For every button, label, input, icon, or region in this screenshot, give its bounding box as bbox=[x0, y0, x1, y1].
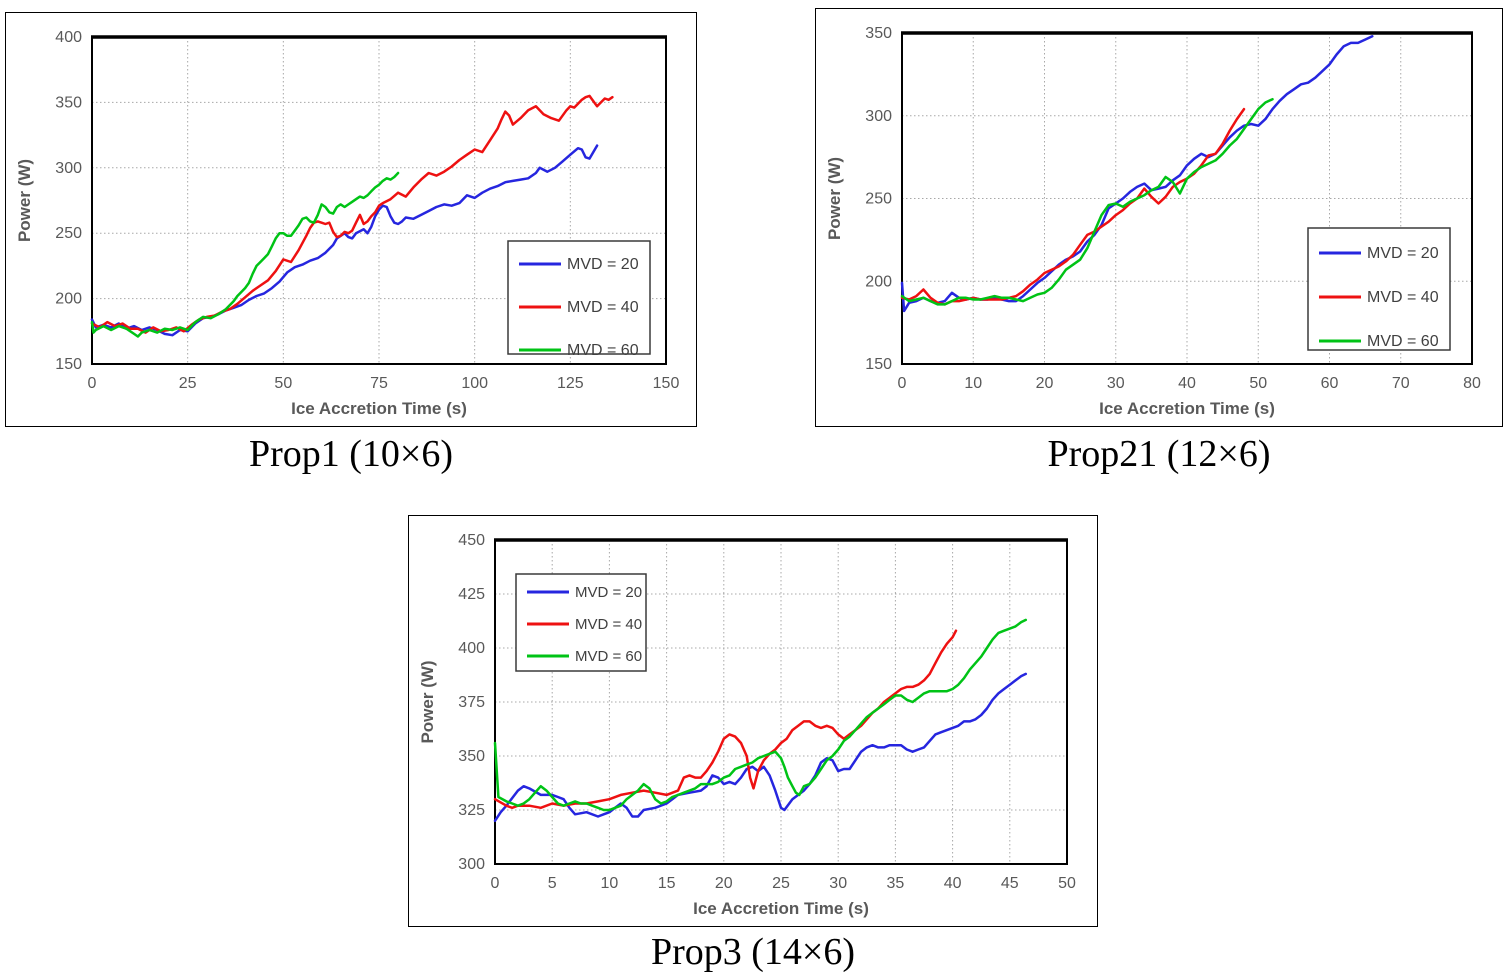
y-tick-label: 400 bbox=[55, 29, 82, 46]
legend-label: MVD = 20 bbox=[575, 584, 642, 601]
x-tick-label: 20 bbox=[1036, 375, 1054, 392]
y-tick-label: 425 bbox=[458, 586, 485, 603]
y-axis-title: Power (W) bbox=[825, 157, 844, 240]
x-tick-label: 10 bbox=[601, 875, 619, 892]
chart-svg-prop21: 150 200 250 300 350 0 10 20 30 40 50 60 70 80 Ice Accr… bbox=[825, 25, 1481, 418]
x-tick-label: 50 bbox=[1058, 875, 1076, 892]
x-tick-label: 60 bbox=[1321, 375, 1339, 392]
x-tick-label: 45 bbox=[1001, 875, 1019, 892]
chart-prop21: 150 200 250 300 350 0 10 20 30 40 50 60 70 80 Ice Accr… bbox=[815, 8, 1503, 427]
x-tick-label: 75 bbox=[370, 375, 388, 392]
legend-label: MVD = 40 bbox=[575, 616, 642, 633]
y-axis-title: Power (W) bbox=[15, 159, 34, 242]
y-tick-label: 300 bbox=[865, 108, 892, 125]
tick-labels: 150 200 250 300 350 0 10 20 30 40 50 60 70 80 bbox=[865, 25, 1481, 392]
legend-label: MVD = 60 bbox=[1367, 333, 1439, 350]
legend: MVD = 20 MVD = 40 MVD = 60 bbox=[1307, 227, 1451, 351]
x-tick-label: 40 bbox=[1178, 375, 1196, 392]
tick-labels: 150 200 250 300 350 400 0 25 50 75 100 125 150 bbox=[55, 29, 679, 392]
legend-label: MVD = 60 bbox=[575, 648, 642, 665]
x-tick-label: 80 bbox=[1463, 375, 1481, 392]
y-tick-label: 350 bbox=[458, 748, 485, 765]
tick-labels: 300 325 350 375 400 425 450 0 5 10 15 20 25 30 35 40 45 5… bbox=[458, 532, 1076, 892]
x-axis-title: Ice Accretion Time (s) bbox=[693, 899, 869, 918]
x-axis-title: Ice Accretion Time (s) bbox=[291, 399, 467, 418]
caption-prop21: Prop21 (12×6) bbox=[1047, 433, 1271, 475]
chart-svg-prop3: 300 325 350 375 400 425 450 0 5 10 15 20 25 30 35 40 45 5… bbox=[418, 532, 1076, 918]
x-axis-title: Ice Accretion Time (s) bbox=[1099, 399, 1275, 418]
x-tick-label: 70 bbox=[1392, 375, 1410, 392]
chart-prop1: 150 200 250 300 350 400 0 25 50 75 100 125 150 Ice Ac… bbox=[5, 12, 697, 427]
legend-label: MVD = 40 bbox=[567, 299, 639, 316]
y-tick-label: 400 bbox=[458, 640, 485, 657]
x-tick-label: 25 bbox=[772, 875, 790, 892]
y-tick-label: 375 bbox=[458, 694, 485, 711]
x-tick-label: 150 bbox=[653, 375, 680, 392]
series-line-60 bbox=[493, 618, 1028, 812]
legend: MVD = 20 MVD = 40 MVD = 60 bbox=[515, 573, 647, 672]
y-axis-title: Power (W) bbox=[418, 660, 437, 743]
y-tick-label: 450 bbox=[458, 532, 485, 549]
legend-box bbox=[507, 240, 651, 355]
y-tick-label: 200 bbox=[55, 291, 82, 308]
x-tick-label: 0 bbox=[88, 375, 97, 392]
x-tick-label: 15 bbox=[658, 875, 676, 892]
x-tick-label: 0 bbox=[491, 875, 500, 892]
series-line-60 bbox=[900, 97, 1274, 306]
x-tick-label: 100 bbox=[461, 375, 488, 392]
y-tick-label: 150 bbox=[55, 356, 82, 373]
legend-box bbox=[1307, 227, 1451, 351]
y-tick-label: 200 bbox=[865, 273, 892, 290]
series-line-20 bbox=[900, 35, 1374, 313]
y-tick-label: 250 bbox=[865, 191, 892, 208]
caption-prop3: Prop3 (14×6) bbox=[650, 931, 856, 973]
legend-label: MVD = 40 bbox=[1367, 289, 1439, 306]
x-tick-label: 30 bbox=[1107, 375, 1125, 392]
x-tick-label: 20 bbox=[715, 875, 733, 892]
x-tick-label: 0 bbox=[898, 375, 907, 392]
legend: MVD = 20 MVD = 40 MVD = 60 bbox=[507, 240, 651, 359]
legend-label: MVD = 20 bbox=[1367, 245, 1439, 262]
legend-label: MVD = 20 bbox=[567, 256, 639, 273]
chart-prop3: 300 325 350 375 400 425 450 0 5 10 15 20 25 30 35 40 45 5… bbox=[408, 515, 1098, 927]
series-line-60 bbox=[90, 171, 400, 338]
series-line-20 bbox=[493, 672, 1028, 823]
series-line-20 bbox=[90, 144, 599, 337]
x-tick-label: 5 bbox=[548, 875, 557, 892]
x-tick-label: 50 bbox=[1249, 375, 1267, 392]
series-line-40 bbox=[900, 107, 1246, 306]
x-tick-label: 35 bbox=[887, 875, 905, 892]
x-tick-label: 25 bbox=[179, 375, 197, 392]
x-tick-label: 40 bbox=[944, 875, 962, 892]
y-tick-label: 250 bbox=[55, 225, 82, 242]
chart-svg-prop1: 150 200 250 300 350 400 0 25 50 75 100 125 150 Ice Ac… bbox=[15, 29, 679, 418]
legend-label: MVD = 60 bbox=[567, 342, 639, 359]
gridlines bbox=[495, 540, 1067, 864]
y-tick-label: 150 bbox=[865, 356, 892, 373]
y-tick-label: 300 bbox=[458, 856, 485, 873]
caption-prop1: Prop1 (10×6) bbox=[248, 433, 454, 475]
y-tick-label: 350 bbox=[55, 94, 82, 111]
x-tick-label: 125 bbox=[557, 375, 584, 392]
x-tick-label: 30 bbox=[829, 875, 847, 892]
gridlines bbox=[902, 33, 1472, 364]
series-line-40 bbox=[493, 629, 958, 810]
y-tick-label: 300 bbox=[55, 160, 82, 177]
x-tick-label: 10 bbox=[964, 375, 982, 392]
y-tick-label: 325 bbox=[458, 802, 485, 819]
x-tick-label: 50 bbox=[274, 375, 292, 392]
y-tick-label: 350 bbox=[865, 25, 892, 42]
